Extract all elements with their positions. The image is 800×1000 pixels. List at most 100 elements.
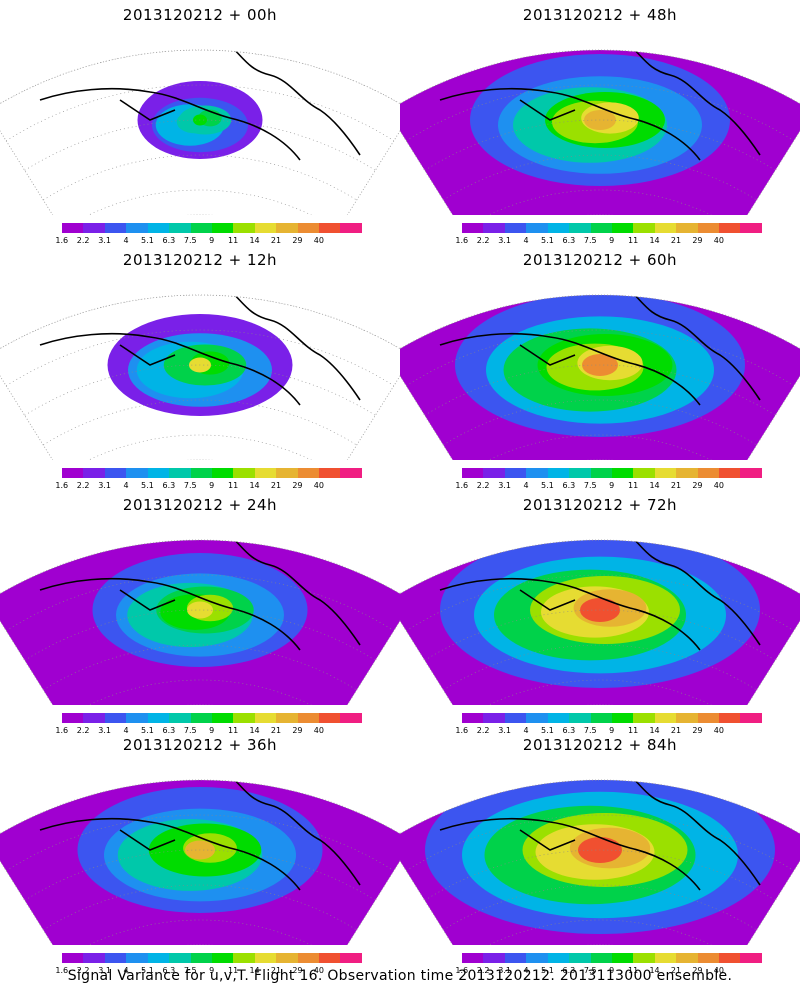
colorbar-swatch: [62, 223, 84, 233]
colorbar-tick-label: 5.1: [541, 726, 554, 735]
colorbar-tick-label: 9: [609, 481, 615, 490]
colorbar: [462, 223, 762, 233]
colorbar-tick-label: 40: [313, 481, 324, 490]
colorbar-tick-label: 40: [713, 236, 724, 245]
colorbar-tick-label: 21: [670, 726, 682, 735]
colorbar-tick-label: 3.1: [98, 236, 111, 245]
panel-title: 2013120212 + 36h: [122, 736, 278, 754]
panel-title: 2013120212 + 60h: [522, 251, 678, 269]
colorbar-swatch: [611, 468, 634, 478]
colorbar-swatch: [254, 468, 277, 478]
colorbar-tick-label: 7.5: [583, 236, 597, 245]
colorbar-swatch: [340, 468, 362, 478]
map-panel-12h: 2013120212 + 12h 1.6 2.2 3.1 4 5.1 6.3 7.5 9 11 14…: [0, 245, 400, 490]
colorbar-swatch: [569, 468, 591, 478]
colorbar-tick-label: 4: [523, 726, 529, 735]
colorbar-tick-label: 40: [713, 966, 724, 975]
colorbar-swatch: [233, 953, 255, 963]
map-panel-84h: 2013120212 + 84h 1.6 2.2 3.1 4 5.1 6.3 7.5 9 11 14…: [400, 730, 800, 975]
colorbar-swatch: [62, 468, 84, 478]
colorbar: [462, 953, 762, 963]
colorbar-swatch: [719, 713, 741, 723]
panel-title: 2013120212 + 72h: [522, 496, 678, 514]
colorbar-tick-label: 7.5: [583, 726, 597, 735]
colorbar-swatch: [340, 713, 362, 723]
colorbar-swatch: [83, 713, 105, 723]
colorbar-tick-label: 29: [292, 966, 303, 975]
colorbar-tick-label: 21: [670, 966, 682, 975]
colorbar-tick-label: 4: [523, 966, 529, 975]
colorbar-tick-label: 5.1: [541, 966, 554, 975]
colorbar-ticks: 1.6 2.2 3.1 4 5.1 6.3 7.5 9 11 14 21 29 40: [455, 726, 762, 736]
colorbar-swatch: [254, 223, 277, 233]
colorbar-tick-label: 3.1: [498, 726, 511, 735]
colorbar-swatch: [319, 953, 341, 963]
variance-map: [0, 779, 400, 945]
colorbar-tick-label: 1.6: [455, 966, 469, 975]
colorbar-swatch: [276, 468, 298, 478]
colorbar-tick-label: 40: [713, 726, 724, 735]
colorbar-swatch: [254, 953, 277, 963]
colorbar-tick-label: 21: [270, 966, 282, 975]
colorbar-swatch: [104, 223, 127, 233]
colorbar-swatch: [611, 953, 634, 963]
variance-map: [0, 539, 400, 705]
colorbar-tick-label: 21: [270, 726, 282, 735]
colorbar-tick-label: 1.6: [55, 966, 69, 975]
colorbar-tick-label: 14: [649, 481, 660, 490]
colorbar-swatch: [233, 713, 255, 723]
colorbar-swatch: [697, 713, 720, 723]
colorbar-tick-label: 1.6: [455, 236, 469, 245]
colorbar-tick-label: 29: [292, 726, 303, 735]
colorbar-tick-label: 6.3: [562, 966, 576, 975]
colorbar-tick-label: 14: [249, 966, 260, 975]
colorbar-tick-label: 9: [209, 236, 215, 245]
colorbar-swatch: [169, 468, 191, 478]
panel-title: 2013120212 + 12h: [122, 251, 278, 269]
variance-map: [400, 539, 800, 705]
colorbar-tick-label: 11: [228, 966, 239, 975]
colorbar-tick-label: 6.3: [162, 966, 176, 975]
colorbar-tick-label: 4: [523, 236, 529, 245]
variance-map: [0, 294, 400, 460]
colorbar-swatch: [611, 713, 634, 723]
colorbar-swatch: [547, 223, 570, 233]
colorbar-swatch: [611, 223, 634, 233]
colorbar-swatch: [504, 713, 527, 723]
colorbar-tick-label: 3.1: [98, 966, 111, 975]
colorbar-tick-label: 5.1: [141, 236, 154, 245]
colorbar-tick-label: 40: [713, 481, 724, 490]
colorbar-ticks: 1.6 2.2 3.1 4 5.1 6.3 7.5 9 11 14 21 29 40: [55, 966, 362, 976]
colorbar-tick-label: 11: [228, 236, 239, 245]
colorbar-swatch: [504, 223, 527, 233]
colorbar-tick-label: 29: [692, 236, 703, 245]
colorbar-tick-label: 21: [270, 236, 282, 245]
colorbar-tick-label: 2.2: [76, 726, 90, 735]
colorbar-ticks: 1.6 2.2 3.1 4 5.1 6.3 7.5 9 11 14 21 29 40: [455, 481, 762, 491]
colorbar-swatch: [211, 468, 234, 478]
colorbar-swatch: [740, 713, 762, 723]
colorbar-swatch: [547, 953, 570, 963]
colorbar-swatch: [547, 713, 570, 723]
colorbar-tick-label: 29: [692, 966, 703, 975]
colorbar-swatch: [211, 713, 234, 723]
colorbar-tick-label: 11: [628, 236, 639, 245]
colorbar-tick-label: 1.6: [455, 726, 469, 735]
colorbar-tick-label: 14: [249, 481, 260, 490]
variance-map: [400, 49, 800, 215]
colorbar-tick-label: 7.5: [583, 966, 597, 975]
colorbar-tick-label: 2.2: [476, 966, 490, 975]
colorbar-swatch: [569, 223, 591, 233]
colorbar-tick-label: 14: [649, 966, 660, 975]
colorbar-tick-label: 14: [649, 236, 660, 245]
colorbar-tick-label: 40: [313, 236, 324, 245]
map-panel-24h: 2013120212 + 24h 1.6 2.2 3.1 4 5.1 6.3 7.5 9 11 14…: [0, 490, 400, 735]
colorbar-tick-label: 14: [649, 726, 660, 735]
colorbar-swatch: [590, 953, 612, 963]
colorbar-swatch: [697, 468, 720, 478]
colorbar-tick-label: 3.1: [98, 481, 111, 490]
colorbar-tick-label: 7.5: [183, 726, 197, 735]
colorbar-swatch: [126, 468, 148, 478]
colorbar-tick-label: 29: [292, 481, 303, 490]
colorbar-swatch: [83, 953, 105, 963]
